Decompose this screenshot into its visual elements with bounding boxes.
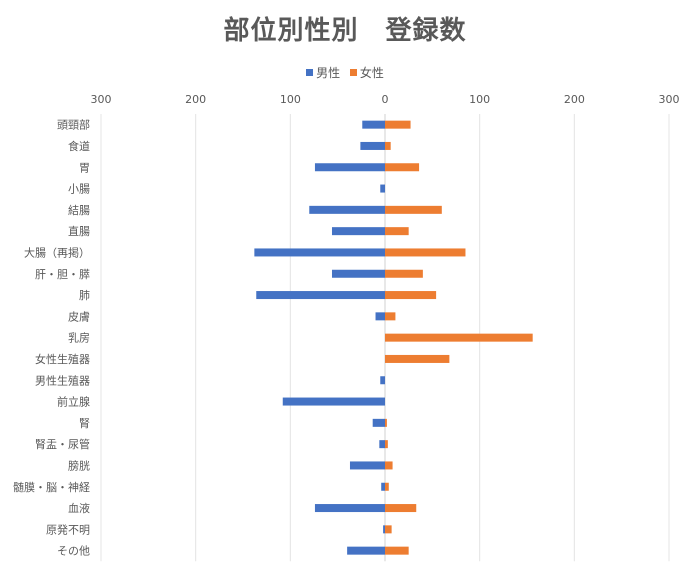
x-tick-label: 300 — [91, 93, 112, 106]
bar-female — [385, 248, 466, 257]
bar-male — [380, 376, 385, 385]
legend-label-female: 女性 — [359, 66, 384, 80]
bar-female — [385, 163, 420, 172]
category-label: 女性生殖器 — [35, 352, 90, 366]
x-tick-label: 100 — [280, 93, 301, 106]
bar-female — [385, 354, 450, 363]
bar-male — [254, 248, 385, 257]
x-tick-label: 200 — [564, 93, 585, 106]
bar-male — [256, 291, 385, 300]
x-tick-label: 0 — [382, 93, 389, 106]
category-label: 肺 — [79, 289, 90, 302]
category-label: 男性生殖器 — [35, 373, 90, 387]
bar-male — [383, 525, 385, 534]
bar-male — [362, 120, 385, 129]
legend-item-male: 男性 — [306, 64, 340, 81]
bar-male — [314, 163, 385, 172]
category-label: 肝・胆・膵 — [35, 268, 90, 281]
bar-male — [375, 312, 385, 321]
bar-female — [385, 418, 387, 427]
category-label: 頭頸部 — [57, 118, 90, 132]
category-label: 髄膜・脳・神経 — [13, 480, 90, 494]
category-label: 皮膚 — [68, 309, 90, 323]
legend-item-female: 女性 — [349, 64, 384, 81]
bar-male — [314, 504, 385, 513]
legend-label-male: 男性 — [316, 66, 341, 80]
bar-female — [385, 141, 391, 150]
legend-swatch-female — [349, 69, 357, 76]
category-label: 腎盂・尿管 — [35, 437, 90, 451]
category-label: 血液 — [68, 501, 90, 515]
bar-male — [380, 184, 385, 193]
category-label: 直腸 — [68, 224, 90, 238]
category-label: 大腸（再掲） — [24, 245, 90, 259]
bar-female — [385, 120, 411, 129]
x-tick-label: 100 — [469, 93, 490, 106]
bar-female — [385, 205, 442, 214]
bar-male — [309, 205, 385, 214]
category-label: 乳房 — [68, 332, 90, 345]
bar-male — [360, 141, 385, 150]
legend-swatch-male — [306, 69, 314, 76]
category-label: その他 — [57, 545, 90, 558]
x-tick-label: 200 — [185, 93, 206, 106]
category-label: 小腸 — [68, 183, 90, 196]
bar-male — [372, 418, 385, 427]
category-label: 膀胱 — [68, 458, 90, 472]
bar-female — [385, 440, 388, 449]
category-label: 原発不明 — [46, 522, 90, 536]
bar-female — [385, 461, 393, 470]
bar-male — [282, 397, 385, 406]
legend: 男性 女性 — [0, 64, 690, 81]
x-tick-label: 300 — [659, 93, 680, 106]
category-label: 食道 — [68, 139, 90, 153]
bar-female — [385, 525, 392, 534]
bar-female — [385, 269, 423, 278]
bar-male — [381, 482, 385, 491]
bar-female — [385, 227, 409, 236]
chart-title: 部位別性別 登録数 — [223, 16, 467, 46]
category-label: 胃 — [79, 161, 90, 174]
bar-female — [385, 312, 396, 321]
bar-male — [379, 440, 385, 449]
bar-female — [385, 333, 533, 342]
bar-female — [385, 291, 437, 300]
bar-male — [331, 227, 385, 236]
bar-male — [331, 269, 385, 278]
category-label: 前立腺 — [57, 395, 90, 409]
bar-female — [385, 546, 409, 555]
bar-female — [385, 504, 417, 513]
category-label: 結腸 — [68, 203, 90, 217]
bar-female — [385, 482, 389, 491]
bar-male — [349, 461, 385, 470]
bar-male — [347, 546, 385, 555]
category-label: 腎 — [79, 417, 90, 430]
